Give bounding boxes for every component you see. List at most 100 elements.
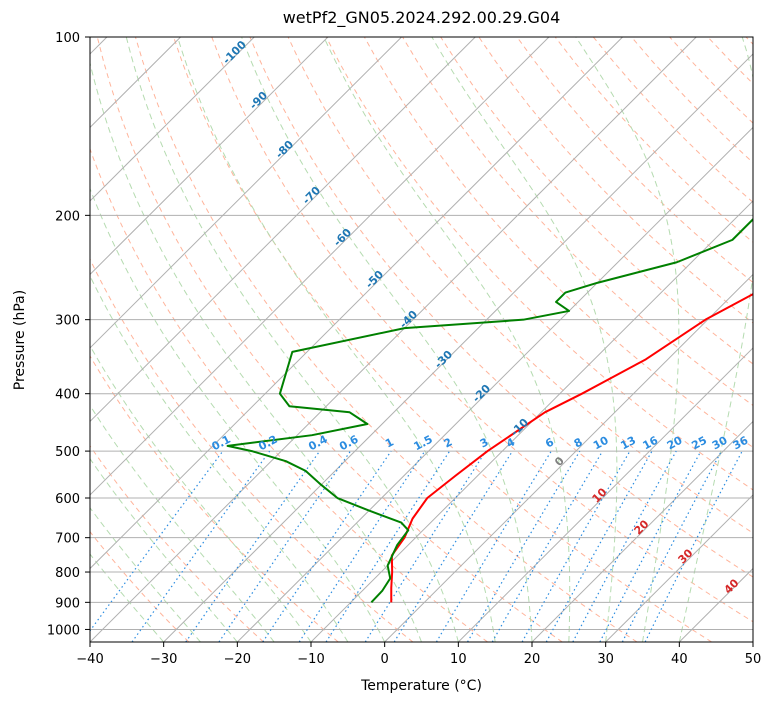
mixing-ratio-label: 10 bbox=[591, 434, 611, 453]
dry-adiabat bbox=[90, 355, 339, 642]
x-tick-label: 10 bbox=[450, 652, 467, 667]
dry-adiabat bbox=[90, 147, 488, 642]
dry-adiabat-label: -100 bbox=[220, 38, 249, 67]
mixing-ratio-line bbox=[393, 450, 513, 642]
mixing-ratio-label: 0.2 bbox=[256, 433, 279, 454]
mixing-ratio-label: 2 bbox=[442, 435, 455, 450]
x-tick-label: −30 bbox=[150, 652, 177, 667]
mixing-ratio-line bbox=[218, 450, 351, 642]
dry-adiabat-label: -70 bbox=[300, 184, 323, 207]
y-tick-label: 200 bbox=[55, 209, 80, 224]
moist-adiabat bbox=[177, 37, 496, 642]
y-tick-label: 1000 bbox=[47, 623, 80, 638]
isotherm-line bbox=[678, 567, 753, 642]
plot-area bbox=[90, 37, 753, 642]
isotherm-line bbox=[236, 126, 753, 642]
moist-adiabat bbox=[90, 187, 386, 642]
mixing-ratio-label: 25 bbox=[689, 434, 709, 453]
dry-adiabat-label: 30 bbox=[676, 546, 696, 566]
x-tick-label: −10 bbox=[297, 652, 324, 667]
y-tick-label: 900 bbox=[55, 596, 80, 611]
mixing-ratio-line bbox=[572, 450, 677, 642]
dry-adiabat bbox=[211, 37, 753, 623]
y-tick-label: 700 bbox=[55, 532, 80, 547]
isotherm-line bbox=[90, 37, 550, 496]
mixing-ratio-label: 16 bbox=[641, 434, 661, 453]
moist-adiabat bbox=[431, 37, 618, 642]
dry-adiabat-label: 10 bbox=[590, 485, 610, 505]
mixing-ratio-label: 13 bbox=[618, 434, 638, 453]
isotherm-line bbox=[457, 347, 753, 642]
dry-adiabat bbox=[554, 37, 753, 243]
isotherm-line bbox=[90, 37, 476, 423]
moist-adiabat bbox=[241, 37, 533, 642]
chart-title: wetPf2_GN05.2024.292.00.29.G04 bbox=[282, 8, 561, 27]
dry-adiabat bbox=[745, 37, 753, 45]
dry-adiabat bbox=[90, 445, 264, 642]
moist-adiabat bbox=[90, 404, 275, 642]
dry-adiabat-label: 20 bbox=[632, 517, 652, 537]
mixing-ratio-label: 30 bbox=[710, 434, 730, 453]
isotherm-line bbox=[531, 420, 753, 642]
y-tick-label: 100 bbox=[55, 31, 80, 46]
dry-adiabat-label: -50 bbox=[363, 268, 386, 291]
dry-adiabat bbox=[478, 37, 753, 324]
mixing-ratio-line bbox=[90, 450, 224, 632]
isotherm-line bbox=[90, 37, 623, 570]
mixing-ratio-line bbox=[185, 450, 321, 642]
dry-adiabat-label: -80 bbox=[273, 138, 296, 161]
mixing-ratio-line bbox=[131, 450, 271, 642]
dry-adiabat-label: 0 bbox=[552, 454, 567, 469]
moist-adiabat bbox=[90, 553, 165, 642]
dry-adiabat-label: -20 bbox=[470, 382, 493, 405]
x-tick-label: −20 bbox=[224, 652, 251, 667]
mixing-ratio-label: 1 bbox=[383, 435, 396, 450]
mixing-ratio-label: 20 bbox=[665, 434, 685, 453]
mixing-ratio-line bbox=[325, 450, 451, 642]
y-axis-label: Pressure (hPa) bbox=[12, 289, 28, 391]
isotherm-line bbox=[163, 53, 753, 642]
dewpoint-profile-line bbox=[226, 217, 753, 604]
plot-frame bbox=[89, 36, 754, 643]
dry-adiabat bbox=[440, 37, 753, 365]
mixing-ratio-line bbox=[262, 450, 392, 642]
dry-adiabat bbox=[707, 37, 753, 85]
dry-adiabat bbox=[134, 37, 638, 642]
mixing-ratio-line bbox=[599, 450, 702, 642]
mixing-ratio-label: 0.6 bbox=[337, 433, 361, 454]
moist-adiabat bbox=[125, 37, 459, 642]
isotherm-line bbox=[752, 641, 753, 642]
isotherm-line bbox=[310, 200, 753, 642]
x-tick-label: 20 bbox=[524, 652, 541, 667]
isotherm-line bbox=[90, 37, 329, 276]
dry-adiabat-label: -90 bbox=[247, 89, 270, 112]
isotherm-line bbox=[90, 37, 697, 642]
mixing-ratio-label: 36 bbox=[731, 434, 751, 453]
y-tick-label: 300 bbox=[55, 314, 80, 329]
mixing-ratio-line bbox=[644, 450, 743, 642]
dry-adiabat bbox=[96, 37, 563, 642]
y-tick-label: 400 bbox=[55, 388, 80, 403]
moist-adiabat bbox=[678, 37, 753, 642]
y-tick-label: 800 bbox=[55, 566, 80, 581]
dry-adiabat bbox=[249, 37, 753, 578]
x-tick-label: 40 bbox=[671, 652, 688, 667]
dry-adiabat bbox=[173, 37, 712, 642]
y-tick-label: 500 bbox=[55, 445, 80, 460]
x-tick-label: −40 bbox=[76, 652, 103, 667]
mixing-ratio-line bbox=[364, 450, 487, 642]
moist-adiabat bbox=[90, 61, 422, 642]
mixing-ratio-line bbox=[435, 450, 552, 642]
dry-adiabat bbox=[90, 530, 190, 642]
isotherm-line bbox=[605, 494, 753, 642]
isotherm-line bbox=[90, 37, 255, 202]
isotherm-line bbox=[384, 273, 753, 642]
mixing-ratio-line bbox=[298, 450, 426, 642]
moist-adiabat bbox=[90, 457, 238, 642]
mixing-ratio-label: 8 bbox=[572, 435, 585, 450]
x-tick-label: 30 bbox=[597, 652, 614, 667]
mixing-ratio-label: 0.1 bbox=[210, 433, 233, 454]
x-tick-label: 50 bbox=[745, 652, 762, 667]
